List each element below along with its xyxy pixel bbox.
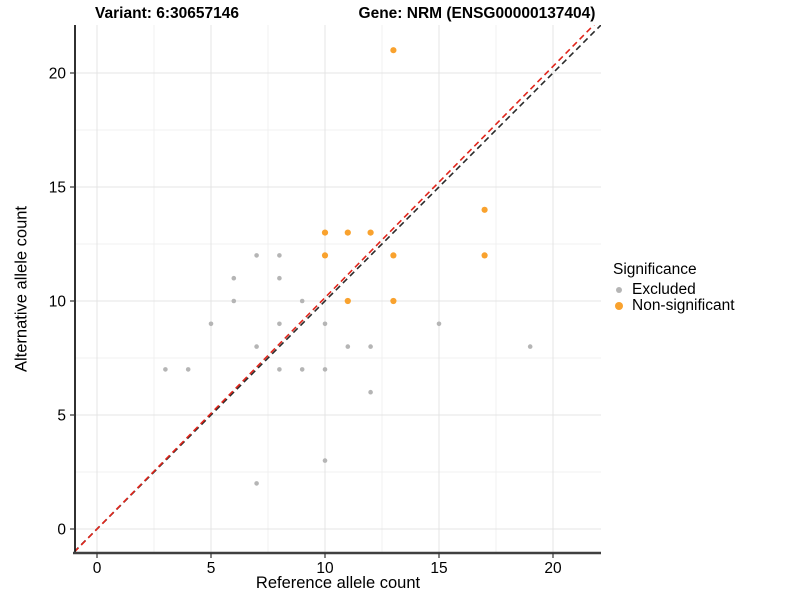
data-point-non-significant: [344, 297, 351, 305]
x-axis-label: Reference allele count: [255, 574, 421, 592]
data-point-non-significant: [390, 47, 397, 54]
y-tick-label: 5: [57, 408, 66, 425]
y-tick-label: 15: [49, 180, 66, 197]
data-point-excluded: [163, 367, 168, 372]
y-tick-label: 0: [57, 522, 66, 539]
data-point-excluded: [527, 344, 533, 349]
data-point-excluded: [254, 253, 259, 258]
legend-item-label: Non-significant: [632, 297, 735, 314]
data-point-excluded: [277, 367, 282, 372]
data-point-excluded: [368, 389, 373, 395]
x-tick-label: 10: [316, 560, 334, 577]
expected-ratio-dashed-line: [75, 25, 595, 553]
data-point-excluded: [322, 458, 328, 463]
data-point-excluded: [231, 275, 237, 281]
gene-title: Gene: NRM (ENSG00000137404): [358, 5, 596, 22]
data-point-excluded: [208, 321, 214, 327]
y-tick-label: 10: [49, 294, 67, 311]
data-point-excluded: [277, 321, 282, 327]
data-point-excluded: [277, 253, 282, 258]
data-point-excluded: [436, 321, 442, 327]
data-point-excluded: [254, 481, 259, 486]
data-point-excluded: [368, 344, 373, 349]
data-point-non-significant: [481, 252, 488, 259]
excluded-dot-icon: [616, 287, 622, 293]
legend: Significance Excluded Non-significant: [613, 261, 735, 314]
data-point-excluded: [277, 275, 282, 281]
x-tick-label: 0: [93, 560, 102, 577]
legend-title: Significance: [613, 261, 697, 278]
data-point-non-significant: [367, 229, 374, 236]
data-point-non-significant: [321, 252, 329, 259]
data-point-excluded: [299, 367, 305, 372]
data-point-excluded: [345, 344, 351, 349]
data-point-excluded: [231, 298, 237, 304]
legend-item-excluded: Excluded: [613, 282, 735, 298]
x-tick-label: 5: [207, 560, 216, 577]
data-point-non-significant: [321, 229, 329, 236]
data-point-excluded: [322, 367, 328, 372]
legend-item-non-significant: Non-significant: [613, 298, 735, 314]
data-point-excluded: [322, 321, 328, 327]
data-point-excluded: [254, 344, 259, 349]
x-tick-label: 15: [430, 560, 447, 577]
legend-item-label: Excluded: [632, 281, 696, 298]
variant-title: Variant: 6:30657146: [95, 5, 239, 22]
data-point-excluded: [299, 298, 305, 304]
data-point-non-significant: [344, 229, 351, 236]
data-point-non-significant: [390, 252, 397, 259]
y-axis-label: Alternative allele count: [12, 205, 31, 373]
x-tick-label: 20: [544, 560, 562, 577]
data-point-non-significant: [390, 297, 397, 305]
data-point-excluded: [185, 367, 191, 372]
data-point-non-significant: [481, 206, 488, 213]
non-significant-dot-icon: [615, 302, 623, 310]
y-tick-label: 20: [49, 66, 67, 83]
